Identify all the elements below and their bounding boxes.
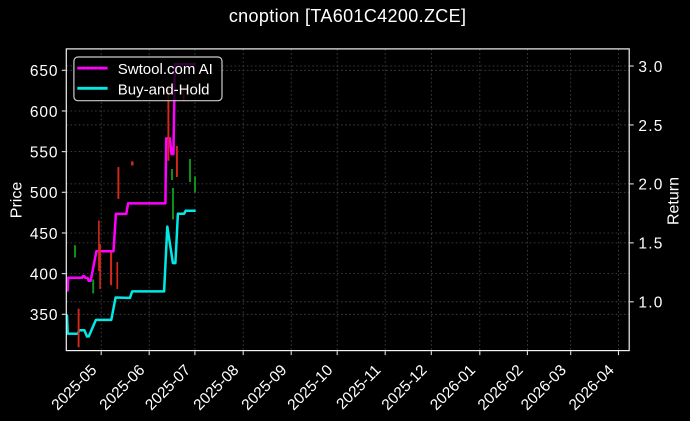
svg-text:400: 400	[30, 266, 59, 283]
svg-text:Price: Price	[9, 182, 26, 219]
svg-text:2.0: 2.0	[638, 177, 663, 194]
svg-text:1.5: 1.5	[638, 236, 663, 253]
svg-text:cnoption [TA601C4200.ZCE]: cnoption [TA601C4200.ZCE]	[229, 6, 467, 26]
svg-text:550: 550	[30, 144, 59, 161]
svg-text:Swtool.com AI: Swtool.com AI	[118, 61, 213, 78]
svg-text:600: 600	[30, 104, 59, 121]
svg-text:2.5: 2.5	[638, 118, 663, 135]
svg-text:450: 450	[30, 226, 59, 243]
svg-text:1.0: 1.0	[638, 295, 663, 312]
svg-text:500: 500	[30, 185, 59, 202]
svg-text:350: 350	[30, 307, 59, 324]
svg-text:Return: Return	[666, 177, 683, 225]
svg-text:650: 650	[30, 63, 59, 80]
svg-text:3.0: 3.0	[638, 59, 663, 76]
svg-text:Buy-and-Hold: Buy-and-Hold	[118, 82, 210, 99]
